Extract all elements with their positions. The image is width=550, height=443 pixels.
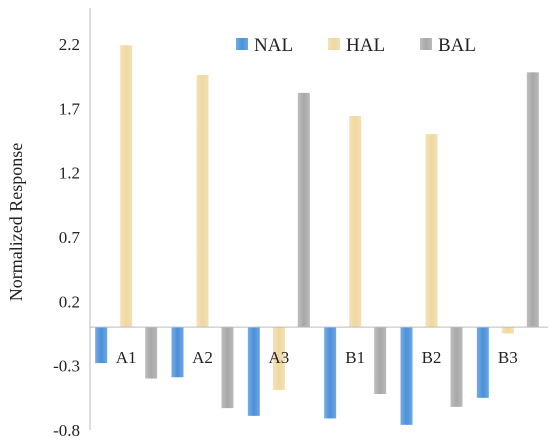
bar-nal-b2 — [400, 327, 413, 425]
y-tick-label: 0.2 — [59, 292, 80, 311]
legend-label-hal: HAL — [346, 35, 385, 56]
bar-nal-a3 — [247, 327, 260, 416]
bar-hal-a1 — [120, 45, 133, 328]
bar-hal-b2 — [425, 134, 438, 328]
bar-hal-b1 — [349, 116, 362, 328]
legend-swatch-bal — [420, 38, 432, 50]
bar-hal-b3 — [501, 327, 514, 334]
bar-nal-a2 — [171, 327, 184, 378]
category-label: A3 — [268, 348, 289, 367]
bar-hal-a2 — [196, 74, 209, 328]
legend: NAL HAL BAL — [236, 35, 476, 56]
bar-bal-b2 — [450, 327, 463, 407]
category-label: B3 — [498, 348, 518, 367]
y-tick-label: 1.7 — [59, 99, 81, 118]
y-tick-label: -0.3 — [53, 357, 80, 376]
category-label: B1 — [345, 348, 365, 367]
bar-hal-a3 — [272, 327, 285, 391]
bar-nal-a1 — [95, 327, 108, 364]
category-label: A1 — [116, 348, 137, 367]
y-tick-label: 1.2 — [59, 164, 80, 183]
y-tick-label: 2.2 — [59, 35, 80, 54]
y-tick-label: -0.8 — [53, 421, 80, 440]
legend-label-nal: NAL — [254, 35, 293, 56]
bars — [95, 45, 539, 425]
bar-bal-b3 — [526, 72, 539, 328]
category-labels: A1 A2 A3 B1 B2 B3 — [116, 348, 518, 367]
bar-bal-a1 — [145, 327, 158, 379]
legend-swatch-hal — [328, 38, 340, 50]
y-tick-label: 0.7 — [59, 228, 81, 247]
bar-nal-b3 — [476, 327, 489, 398]
bar-bal-a2 — [221, 327, 234, 409]
legend-label-bal: BAL — [438, 35, 476, 56]
legend-swatch-nal — [236, 38, 248, 50]
y-axis: -0.8 -0.3 0.2 0.7 1.2 1.7 2.2 — [53, 8, 91, 440]
bar-nal-b1 — [324, 327, 337, 419]
bar-bal-b1 — [374, 327, 387, 394]
bar-bal-a3 — [297, 92, 310, 328]
y-axis-title: Normalized Response — [6, 143, 26, 301]
category-label: A2 — [192, 348, 213, 367]
category-label: B2 — [422, 348, 442, 367]
